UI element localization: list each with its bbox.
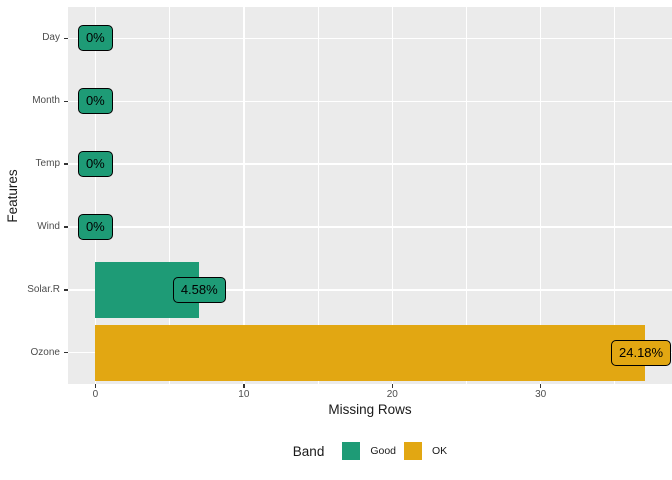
y-tick-label-solar.r: Solar.R	[27, 283, 60, 295]
y-tick-label-day: Day	[42, 32, 60, 44]
legend-entry-good: Good	[342, 442, 396, 460]
bar-label-ozone: 24.18%	[611, 339, 672, 366]
x-tick-mark-30	[539, 384, 542, 388]
bar-label-solar.r: 4.58%	[172, 276, 226, 303]
gridline-x-major-10	[243, 7, 245, 384]
legend-label-ok: OK	[432, 445, 448, 457]
x-tick-mark-10	[243, 384, 245, 388]
plot-panel: 0% 0% 0% 0% 4.58% 24.18%	[68, 7, 672, 384]
y-tick-label-wind: Wind	[37, 220, 60, 232]
y-tick-mark-month	[64, 100, 68, 102]
y-tick-mark-wind	[64, 226, 68, 228]
gridline-x-major-20	[391, 7, 393, 384]
legend-swatch-ok	[404, 442, 423, 460]
y-tick-mark-temp	[64, 163, 68, 165]
gridline-y-month	[68, 100, 672, 102]
x-tick-mark-0	[94, 384, 97, 388]
legend-entry-ok: OK	[404, 442, 447, 460]
bar-label-month: 0%	[77, 88, 113, 115]
gridline-y-day	[68, 37, 672, 40]
gridline-y-wind	[68, 226, 672, 228]
x-tick-label-30: 30	[535, 389, 547, 400]
y-axis-title: Features	[5, 169, 20, 223]
y-tick-mark-solar.r	[64, 289, 68, 291]
x-axis-title: Missing Rows	[328, 402, 412, 417]
gridline-x-minor-15	[317, 7, 319, 384]
gridline-x-major-30	[539, 7, 542, 384]
bar-ozone	[95, 324, 645, 381]
gridline-x-major-0	[94, 7, 97, 384]
gridline-x-minor-5	[169, 7, 171, 384]
x-tick-label-10: 10	[238, 389, 250, 400]
legend-title: Band	[292, 443, 325, 459]
bar-label-wind: 0%	[77, 213, 113, 240]
legend: Band Good OK	[68, 438, 672, 464]
legend-label-good: Good	[370, 445, 397, 457]
bar-label-day: 0%	[77, 25, 113, 52]
gridline-y-temp	[68, 163, 672, 165]
x-tick-label-20: 20	[386, 389, 398, 400]
bar-label-temp: 0%	[77, 151, 113, 178]
y-tick-label-month: Month	[32, 95, 60, 107]
y-tick-mark-day	[64, 37, 68, 40]
y-tick-label-ozone: Ozone	[30, 346, 60, 358]
gridline-x-minor-35	[614, 7, 616, 384]
legend-swatch-good	[342, 442, 361, 460]
gridline-x-minor-25	[465, 7, 467, 384]
gridline-y-solar.r	[68, 289, 672, 291]
y-tick-label-temp: Temp	[35, 158, 60, 170]
x-tick-label-0: 0	[92, 389, 99, 400]
y-tick-mark-ozone	[64, 351, 68, 354]
x-tick-mark-20	[391, 384, 393, 388]
